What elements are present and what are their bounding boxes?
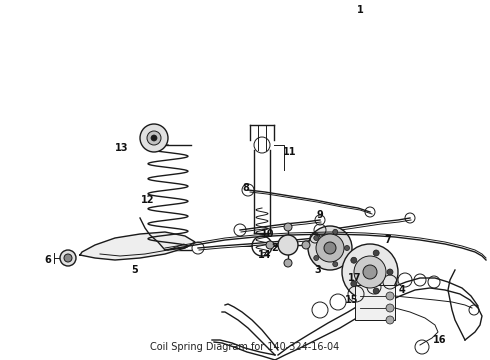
Circle shape: [314, 256, 319, 261]
Text: 9: 9: [317, 210, 323, 220]
Circle shape: [64, 254, 72, 262]
Bar: [355, 285, 395, 320]
Text: 10: 10: [261, 229, 275, 239]
Circle shape: [386, 316, 394, 324]
Circle shape: [386, 304, 394, 312]
Text: 4: 4: [399, 285, 405, 295]
Circle shape: [284, 223, 292, 231]
Polygon shape: [80, 232, 195, 260]
Text: 17: 17: [348, 273, 362, 283]
Circle shape: [60, 250, 76, 266]
Text: 3: 3: [315, 265, 321, 275]
Circle shape: [373, 250, 379, 256]
Circle shape: [351, 257, 357, 263]
Circle shape: [147, 131, 161, 145]
Text: 1: 1: [357, 5, 364, 15]
Circle shape: [342, 244, 398, 300]
Text: 15: 15: [345, 295, 359, 305]
Text: 7: 7: [385, 235, 392, 245]
Circle shape: [278, 235, 298, 255]
Text: 2: 2: [271, 243, 278, 253]
Circle shape: [284, 259, 292, 267]
Circle shape: [302, 241, 310, 249]
Text: Coil Spring Diagram for 140-324-16-04: Coil Spring Diagram for 140-324-16-04: [150, 342, 340, 352]
Text: 11: 11: [283, 147, 297, 157]
Text: 5: 5: [132, 265, 138, 275]
Circle shape: [344, 246, 349, 251]
Text: 14: 14: [258, 250, 272, 260]
Text: 8: 8: [243, 183, 249, 193]
Circle shape: [333, 262, 338, 267]
Circle shape: [333, 229, 338, 234]
Circle shape: [363, 265, 377, 279]
Circle shape: [308, 226, 352, 270]
Text: 13: 13: [115, 143, 129, 153]
Text: 12: 12: [141, 195, 155, 205]
Circle shape: [314, 235, 319, 240]
Circle shape: [324, 242, 336, 254]
Circle shape: [386, 292, 394, 300]
Text: 6: 6: [45, 255, 51, 265]
Circle shape: [387, 269, 393, 275]
Circle shape: [373, 288, 379, 294]
Circle shape: [354, 256, 386, 288]
Circle shape: [316, 234, 344, 262]
Circle shape: [140, 124, 168, 152]
Circle shape: [151, 135, 157, 141]
Circle shape: [266, 241, 274, 249]
Circle shape: [351, 281, 357, 287]
Text: 16: 16: [433, 335, 447, 345]
